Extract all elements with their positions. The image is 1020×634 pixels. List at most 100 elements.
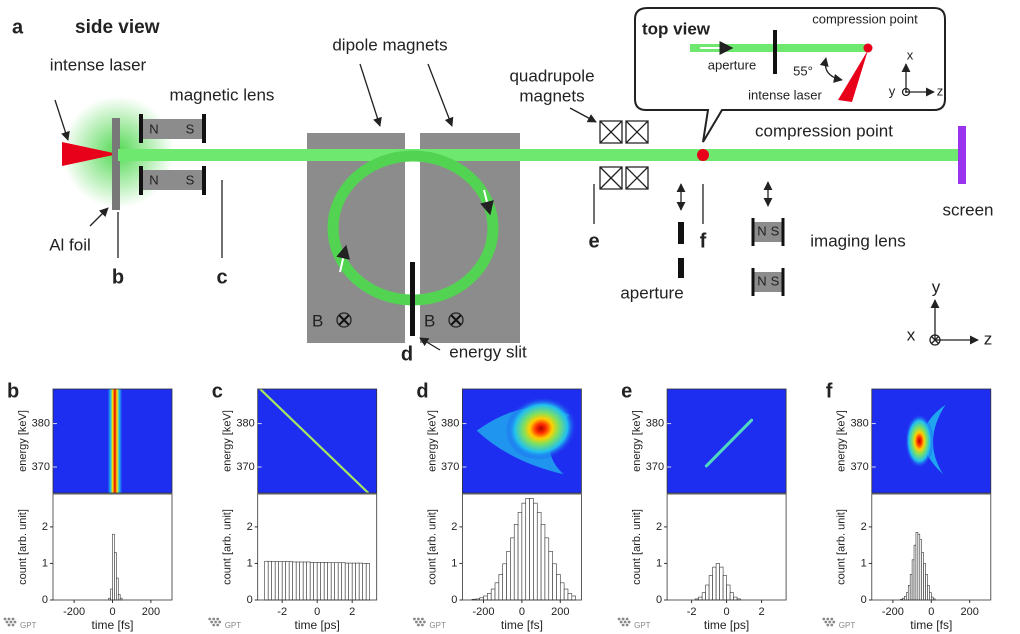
logo-dot [628, 621, 631, 624]
logo-dot [208, 618, 211, 621]
y-axis-label: energy [keV] [222, 410, 234, 472]
logo-dot [216, 618, 219, 621]
x-axis-label: time [fs] [501, 618, 543, 632]
x-tick-label: 0 [928, 606, 934, 618]
logo-dot [8, 624, 11, 627]
y-axis-label: count [arb. unit] [17, 509, 29, 585]
x-axis-label: time [ps] [295, 618, 340, 632]
logo-dot [832, 621, 835, 624]
histogram-bar [338, 563, 342, 600]
body: a side view intense laser Al foil N S N … [0, 0, 1020, 634]
position-label: b [112, 266, 124, 288]
histogram-bar [289, 562, 293, 600]
logo-dot [210, 621, 213, 624]
label: magnetic lens [170, 85, 275, 104]
histogram-bar [568, 593, 572, 600]
logo-dot [826, 618, 829, 621]
y-tick-label: 380 [646, 418, 664, 430]
y-tick-label: 2 [42, 521, 48, 533]
logo-dot [216, 624, 219, 627]
compression-point [864, 44, 873, 53]
histogram-bar [556, 574, 560, 600]
logo-dot [624, 621, 627, 624]
logo-dot [218, 621, 221, 624]
x-tick-label: -200 [472, 606, 494, 618]
logo-dot [423, 621, 426, 624]
y-tick-label: 1 [656, 557, 662, 569]
y-tick-label: 2 [451, 521, 457, 533]
y-axis-label: energy [keV] [426, 410, 438, 472]
logo-dot [830, 618, 833, 621]
x-tick-label: 2 [759, 606, 765, 618]
panel-label: c [212, 380, 223, 402]
x-tick-label: 200 [551, 606, 569, 618]
histogram-bar [510, 538, 514, 600]
histogram-bar [699, 597, 703, 600]
histogram-bar [328, 563, 332, 600]
histogram-bar [526, 498, 530, 600]
histogram-bar [303, 562, 307, 600]
logo-dot [824, 621, 827, 624]
logo-dot [417, 618, 420, 621]
position-label: e [588, 230, 599, 252]
heatmap [108, 389, 122, 493]
histogram-bar [706, 585, 710, 600]
screen [958, 126, 966, 184]
logo-text: GPT [634, 621, 651, 630]
logo-dot [212, 618, 215, 621]
y-axis-label: energy [keV] [631, 410, 643, 472]
histogram-bar [366, 563, 370, 600]
quadrupole [600, 167, 622, 189]
axis-label: y [932, 277, 941, 296]
histogram-bar [720, 567, 724, 600]
axis-label: x [907, 325, 916, 344]
pole: S [771, 273, 780, 288]
panel-label: b [7, 380, 19, 402]
label: energy slit [449, 342, 527, 361]
heatmap-blob [905, 414, 934, 468]
histogram-bar [503, 564, 507, 600]
histogram-bar [709, 576, 713, 600]
logo-dot [828, 621, 831, 624]
y-axis-label: count [arb. unit] [426, 509, 438, 585]
x-tick-label: 0 [724, 606, 730, 618]
logo-dot [12, 624, 15, 627]
pole: S [186, 172, 195, 187]
label: dipole magnets [332, 35, 447, 54]
panel-label: f [826, 380, 833, 402]
axis-label: y [889, 83, 896, 98]
logo-dot [10, 621, 13, 624]
electron-beam [118, 149, 958, 161]
y-tick-label: 380 [236, 418, 254, 430]
logo-dot [830, 624, 833, 627]
histogram-bar [537, 512, 541, 600]
diagram-title: side view [75, 17, 160, 38]
x-tick-label: 0 [519, 606, 525, 618]
pole: N [757, 223, 766, 238]
label: 55° [793, 63, 813, 78]
label: screen [942, 200, 993, 219]
logo-dot [826, 624, 829, 627]
pole: S [771, 223, 780, 238]
logo-text: GPT [20, 621, 37, 630]
logo-dot [618, 618, 621, 621]
plot-frame [872, 494, 991, 600]
x-tick-label: 0 [314, 606, 320, 618]
histogram-bar [265, 561, 269, 600]
label: compression point [812, 11, 918, 26]
logo-dot [415, 621, 418, 624]
y-tick-label: 1 [247, 557, 253, 569]
logo-dot [14, 621, 17, 624]
logo-dot [4, 618, 7, 621]
x-tick-label: 0 [109, 606, 115, 618]
histogram-bar [307, 562, 311, 600]
panel-label: e [621, 380, 632, 402]
panel-label: a [12, 16, 24, 38]
histogram-bar [533, 503, 537, 600]
aperture [678, 258, 684, 278]
histogram-bar [356, 563, 360, 600]
histogram-bar [491, 589, 495, 600]
histogram-bar [564, 589, 568, 600]
histogram-bar [487, 593, 491, 600]
histogram-bar [349, 563, 353, 600]
